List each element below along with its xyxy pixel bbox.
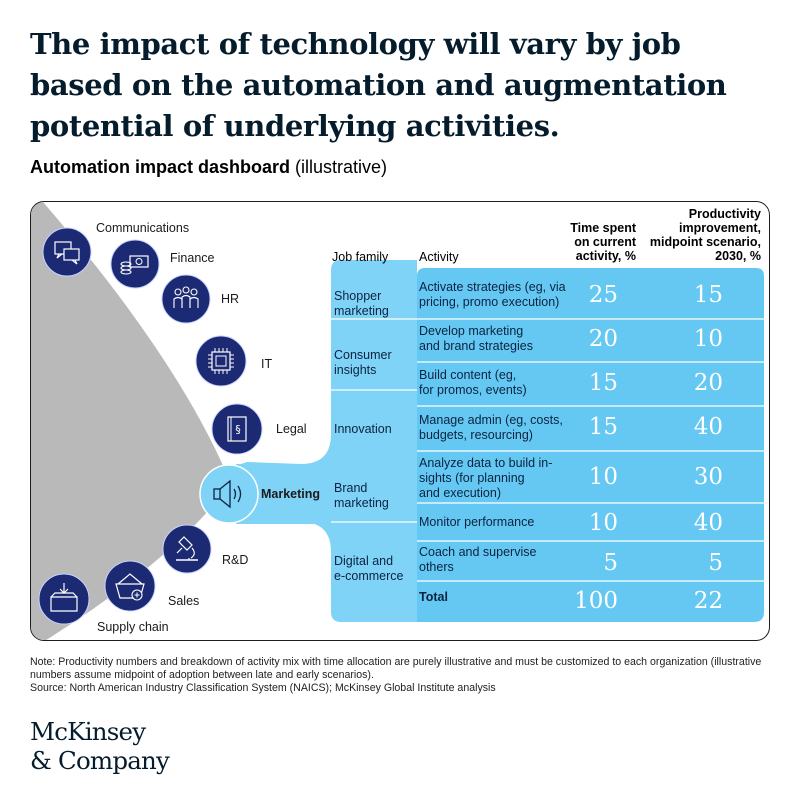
prod-value: 15	[693, 282, 723, 308]
function-label-it: IT	[261, 357, 273, 371]
marketing-band	[236, 464, 417, 524]
prod-value: 10	[693, 326, 723, 352]
jobfamily-dividers	[331, 318, 417, 523]
law-book-icon[interactable]: §	[211, 403, 263, 460]
jf-line: Consumer	[334, 348, 392, 362]
header-prod-line-4: 2030, %	[715, 249, 761, 263]
chip-icon[interactable]	[195, 335, 247, 392]
box-icon[interactable]	[38, 573, 90, 630]
money-icon[interactable]	[110, 239, 160, 294]
note-text: Note: Productivity numbers and breakdown…	[30, 656, 762, 682]
time-value: 15	[588, 370, 618, 396]
job-family-digital-ecommerce: Digital and e-commerce	[334, 554, 403, 584]
job-family-lower	[236, 522, 417, 622]
activity-line: others	[419, 560, 454, 574]
activity-line: Coach and supervise	[419, 545, 537, 559]
time-total: 100	[574, 588, 618, 614]
time-value: 5	[603, 550, 618, 576]
jf-line: marketing	[334, 304, 389, 318]
activity-column	[417, 268, 764, 622]
job-family-brand-marketing: Brand marketing	[334, 481, 389, 511]
footnote: Note: Productivity numbers and breakdown…	[30, 656, 775, 696]
header-time-line-3: activity, %	[575, 249, 636, 263]
prod-value: 40	[693, 510, 723, 536]
prod-value: 20	[693, 370, 723, 396]
header-job-family: Job family	[332, 250, 389, 264]
activity-row-1: Activate strategies (eg, via pricing, pro…	[419, 280, 569, 310]
header-prod-line-1: Productivity	[688, 207, 761, 221]
activity-row-5: Analyze data to build in-sights (for pla…	[419, 456, 569, 501]
dashboard-panel: § Communications Finance HR IT Legal Mar…	[30, 201, 770, 641]
prod-value: 40	[693, 414, 723, 440]
row-dividers	[417, 318, 764, 582]
activity-line: and brand strategies	[419, 339, 533, 353]
activity-line: for promos, events)	[419, 383, 527, 397]
job-family-innovation: Innovation	[334, 422, 392, 437]
activity-line: Build content (eg,	[419, 368, 517, 382]
subtitle-note: (illustrative)	[295, 157, 388, 177]
header-prod-line-3: midpoint scenario,	[649, 235, 761, 249]
activity-row-3: Build content (eg, for promos, events)	[419, 368, 569, 398]
people-icon[interactable]	[161, 274, 211, 329]
jf-line: Shopper	[334, 289, 382, 303]
function-label-legal: Legal	[276, 422, 307, 436]
function-label-sales: Sales	[168, 594, 200, 608]
logo-line-1: McKinsey	[30, 717, 146, 746]
prod-value: 30	[693, 464, 723, 490]
logo-line-2: & Company	[30, 746, 170, 775]
jf-line: Innovation	[334, 422, 392, 436]
activity-line: Manage admin (eg, costs,	[419, 413, 563, 427]
header-time-line-1: Time spent	[570, 221, 636, 235]
microscope-icon[interactable]	[162, 524, 212, 579]
time-value: 10	[588, 510, 618, 536]
activity-line: pricing, promo execution)	[419, 295, 560, 309]
time-value: 25	[588, 282, 618, 308]
source-text: Source: North American Industry Classifi…	[30, 682, 496, 695]
job-family-upper	[236, 260, 417, 466]
mckinsey-logo: McKinsey & Company	[30, 717, 170, 775]
function-label-rd: R&D	[222, 553, 249, 567]
activity-total: Total	[419, 590, 448, 604]
header-productivity: Productivity improvement, midpoint scena…	[631, 207, 761, 263]
time-value: 20	[588, 326, 618, 352]
activity-line: budgets, resourcing)	[419, 428, 533, 442]
speaker-icon[interactable]	[199, 464, 259, 529]
header-prod-line-2: improvement,	[679, 221, 761, 235]
jf-line: Digital and	[334, 554, 394, 568]
function-label-communications: Communications	[96, 221, 190, 235]
function-label-supply-chain: Supply chain	[97, 620, 169, 634]
subtitle-bold: Automation impact dashboard	[30, 157, 291, 177]
jf-line: e-commerce	[334, 569, 404, 583]
activity-line: Activate strategies (eg, via	[419, 280, 566, 294]
activity-line: Develop marketing	[419, 324, 524, 338]
time-value: 15	[588, 414, 618, 440]
basket-icon[interactable]	[104, 560, 156, 617]
job-family-consumer-insights: Consumer insights	[334, 348, 392, 378]
svg-text:§: §	[235, 423, 241, 436]
activity-row-7: Coach and supervise others	[419, 545, 569, 575]
activity-row-4: Manage admin (eg, costs, budgets, resourc…	[419, 413, 569, 443]
activity-row-6: Monitor performance	[419, 515, 569, 530]
function-label-hr: HR	[221, 292, 240, 306]
activity-line: sights (for planning	[419, 471, 525, 485]
page-title: The impact of technology will vary by jo…	[30, 27, 727, 143]
subtitle: Automation impact dashboard (illustrativ…	[30, 157, 387, 178]
time-value: 10	[588, 464, 618, 490]
activity-line: Monitor performance	[419, 515, 535, 529]
activity-row-2: Develop marketing and brand strategies	[419, 324, 569, 354]
header-activity: Activity	[419, 250, 459, 264]
activity-line: Analyze data to build in-	[419, 456, 553, 470]
header-time-spent: Time spent on current activity, %	[536, 221, 636, 263]
header-time-line-2: on current	[574, 235, 636, 249]
activity-line: and execution)	[419, 486, 502, 500]
jf-line: Brand	[334, 481, 368, 495]
jf-line: insights	[334, 363, 377, 377]
function-label-marketing: Marketing	[261, 487, 321, 501]
communications-icon[interactable]	[42, 227, 92, 282]
job-family-shopper-marketing: Shopper marketing	[334, 289, 389, 319]
jf-line: marketing	[334, 496, 389, 510]
prod-total: 22	[693, 588, 723, 614]
prod-value: 5	[708, 550, 723, 576]
function-label-finance: Finance	[170, 251, 215, 265]
